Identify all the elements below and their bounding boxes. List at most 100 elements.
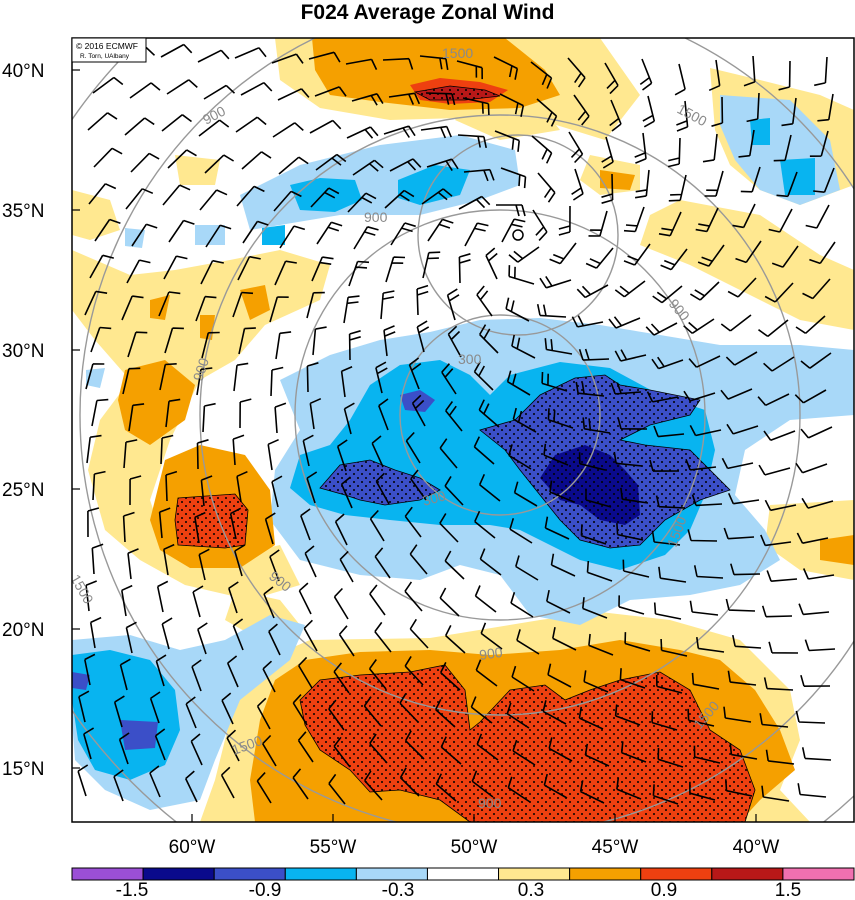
wind-barb (582, 597, 608, 619)
wind-barb (345, 58, 378, 70)
wind-barb (801, 747, 832, 761)
wind-barb (480, 622, 503, 650)
wind-barb (512, 407, 537, 433)
wind-barb (634, 169, 650, 199)
wind-barb (571, 168, 584, 201)
wind-barb (390, 222, 416, 246)
wind-barb (129, 475, 142, 506)
lat-label: 30°N (2, 341, 44, 362)
wind-barb (124, 117, 155, 136)
wind-barb (544, 338, 573, 355)
wind-barb (339, 550, 354, 583)
wind-barb (660, 638, 688, 657)
wind-barb (740, 166, 761, 193)
wind-barb (651, 711, 678, 731)
wind-barb (404, 655, 424, 686)
lat-label: 20°N (2, 620, 44, 641)
wind-barb (303, 619, 318, 652)
contour-label: 900 (190, 356, 213, 383)
wind-barb (131, 223, 158, 247)
wind-barb (256, 697, 271, 730)
wind-barb (549, 242, 577, 265)
wind-barb (309, 397, 322, 430)
wind-barb (458, 195, 491, 210)
wind-barb (795, 315, 826, 334)
contour-label: 900 (478, 795, 502, 811)
wind-barb (405, 431, 421, 464)
wind-barb (585, 488, 612, 508)
wind-barb (757, 393, 790, 407)
wind-barb (369, 584, 386, 616)
wind-barb (232, 618, 244, 651)
wind-barb (388, 92, 421, 105)
wind-barb (241, 151, 272, 170)
wind-barb (421, 188, 453, 205)
wind-barb (234, 47, 267, 59)
wind-barb (374, 621, 392, 653)
colorbar-swatch (213, 867, 286, 881)
wind-barb (646, 391, 679, 403)
contour-label: 900 (364, 209, 388, 225)
wind-barb (493, 56, 519, 80)
wind-barb (568, 131, 584, 164)
wind-barb (512, 739, 536, 766)
wind-barb (620, 487, 649, 504)
wind-barb (122, 367, 141, 395)
plot-frame (71, 37, 855, 823)
wind-barb (159, 363, 177, 391)
wind-barb (352, 159, 384, 176)
wind-barb (549, 480, 575, 503)
lat-label: 35°N (2, 201, 44, 222)
storm-center-marker (512, 229, 524, 241)
wind-barb (312, 326, 327, 356)
lon-label: 40°W (733, 837, 780, 858)
wind-barb (262, 660, 276, 693)
wind-barb (226, 729, 240, 762)
wind-barb (348, 260, 370, 287)
wind-barb (399, 767, 420, 797)
wind-barb (536, 304, 567, 318)
wind-barb (166, 79, 198, 95)
wind-barb (580, 524, 607, 545)
wind-barb (420, 125, 452, 139)
wind-barb (446, 288, 460, 321)
wind-barb (383, 125, 416, 138)
wind-barb (275, 331, 292, 360)
wind-barb (440, 736, 462, 765)
wind-barb (277, 88, 310, 101)
wind-barb (194, 511, 206, 544)
wind-barb (511, 334, 536, 359)
wind-barb (778, 60, 791, 91)
wind-barb (702, 133, 718, 163)
wind-barb (544, 516, 570, 540)
wind-barb (582, 417, 611, 434)
wind-barb (573, 94, 590, 126)
wind-barb (439, 662, 461, 691)
wind-barb (758, 319, 789, 338)
wind-barb (738, 129, 755, 158)
wind-barb (704, 170, 724, 197)
wind-barb (548, 737, 573, 762)
wind-barb (543, 443, 569, 466)
wind-barb (119, 658, 131, 691)
wind-barb (500, 167, 527, 189)
wind-barb (84, 653, 96, 686)
wind-barb (735, 240, 762, 264)
colorbar-swatch (711, 867, 784, 881)
wind-barb (78, 690, 90, 723)
lon-label: 45°W (592, 837, 639, 858)
wind-barb (510, 591, 534, 618)
wind-barb (278, 156, 309, 175)
wind-barb (113, 769, 124, 802)
wind-barb (796, 532, 829, 544)
wind-barb (658, 566, 687, 583)
wind-barb (238, 327, 256, 355)
wind-barb (334, 513, 348, 546)
wind-barb (94, 218, 121, 242)
wind-barb (576, 284, 609, 299)
wind-barb (651, 530, 681, 546)
wind-barb (639, 58, 653, 91)
wind-barb (800, 352, 832, 369)
wind-barb (304, 545, 317, 578)
